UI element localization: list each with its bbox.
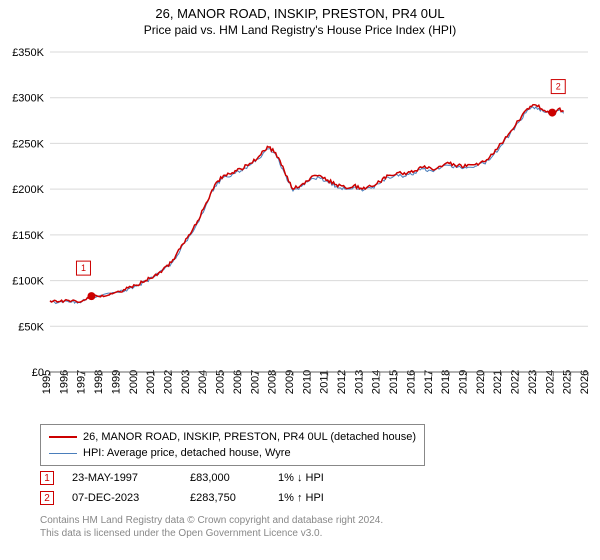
svg-text:2020: 2020 (475, 370, 487, 394)
svg-text:2015: 2015 (388, 370, 400, 394)
svg-text:£250K: £250K (12, 138, 44, 150)
footer-line-1: Contains HM Land Registry data © Crown c… (40, 514, 383, 527)
svg-text:2016: 2016 (405, 370, 417, 394)
footer-attribution: Contains HM Land Registry data © Crown c… (40, 514, 383, 540)
svg-text:2010: 2010 (301, 370, 313, 394)
transaction-marker: 1 (40, 471, 54, 485)
svg-text:2023: 2023 (527, 370, 539, 394)
svg-text:2025: 2025 (562, 370, 574, 394)
svg-text:2013: 2013 (353, 370, 365, 394)
svg-text:2024: 2024 (544, 370, 556, 394)
transactions-table: 1 23-MAY-1997 £83,000 1% ↓ HPI 2 07-DEC-2023 £… (40, 468, 368, 508)
svg-text:2017: 2017 (423, 370, 435, 394)
legend-label: HPI: Average price, detached house, Wyre (83, 445, 291, 461)
svg-text:2012: 2012 (336, 370, 348, 394)
svg-text:£100K: £100K (12, 276, 44, 288)
transaction-date: 23-MAY-1997 (72, 472, 172, 484)
svg-text:2005: 2005 (215, 370, 227, 394)
svg-text:2000: 2000 (128, 370, 140, 394)
svg-text:2008: 2008 (267, 370, 279, 394)
transaction-vs-hpi: 1% ↑ HPI (278, 492, 368, 504)
line-chart-svg: £0£50K£100K£150K£200K£250K£300K£350K1995… (0, 46, 600, 416)
chart-subtitle: Price paid vs. HM Land Registry's House … (0, 21, 600, 37)
transaction-date: 07-DEC-2023 (72, 492, 172, 504)
svg-text:1995: 1995 (41, 370, 53, 394)
transaction-marker: 2 (40, 491, 54, 505)
chart-container: { "title": "26, MANOR ROAD, INSKIP, PRES… (0, 0, 600, 560)
svg-text:£300K: £300K (12, 93, 44, 105)
legend-swatch (49, 436, 77, 438)
svg-text:£200K: £200K (12, 184, 44, 196)
svg-text:1997: 1997 (76, 370, 88, 394)
svg-text:£50K: £50K (18, 321, 44, 333)
svg-text:2022: 2022 (510, 370, 522, 394)
svg-text:2006: 2006 (232, 370, 244, 394)
transaction-vs-hpi: 1% ↓ HPI (278, 472, 368, 484)
svg-text:£350K: £350K (12, 47, 44, 59)
svg-text:2007: 2007 (249, 370, 261, 394)
svg-text:£150K: £150K (12, 230, 44, 242)
legend-label: 26, MANOR ROAD, INSKIP, PRESTON, PR4 0UL… (83, 429, 416, 445)
svg-text:1999: 1999 (110, 370, 122, 394)
svg-text:1: 1 (81, 263, 86, 273)
chart-title: 26, MANOR ROAD, INSKIP, PRESTON, PR4 0UL (0, 0, 600, 21)
svg-text:2011: 2011 (319, 370, 331, 394)
svg-text:2018: 2018 (440, 370, 452, 394)
legend: 26, MANOR ROAD, INSKIP, PRESTON, PR4 0UL… (40, 424, 425, 466)
svg-text:1998: 1998 (93, 370, 105, 394)
chart-area: £0£50K£100K£150K£200K£250K£300K£350K1995… (0, 46, 600, 416)
svg-text:2019: 2019 (458, 370, 470, 394)
legend-swatch (49, 453, 77, 454)
svg-text:2002: 2002 (162, 370, 174, 394)
transaction-price: £83,000 (190, 472, 260, 484)
svg-text:1996: 1996 (58, 370, 70, 394)
transaction-row: 2 07-DEC-2023 £283,750 1% ↑ HPI (40, 488, 368, 508)
footer-line-2: This data is licensed under the Open Gov… (40, 527, 383, 540)
transaction-price: £283,750 (190, 492, 260, 504)
legend-item: 26, MANOR ROAD, INSKIP, PRESTON, PR4 0UL… (49, 429, 416, 445)
svg-text:2021: 2021 (492, 370, 504, 394)
svg-text:2014: 2014 (371, 370, 383, 394)
svg-text:2004: 2004 (197, 370, 209, 394)
svg-text:2026: 2026 (579, 370, 591, 394)
legend-item: HPI: Average price, detached house, Wyre (49, 445, 416, 461)
svg-text:2009: 2009 (284, 370, 296, 394)
svg-text:2001: 2001 (145, 370, 157, 394)
svg-text:2003: 2003 (180, 370, 192, 394)
transaction-row: 1 23-MAY-1997 £83,000 1% ↓ HPI (40, 468, 368, 488)
svg-text:2: 2 (556, 82, 561, 92)
